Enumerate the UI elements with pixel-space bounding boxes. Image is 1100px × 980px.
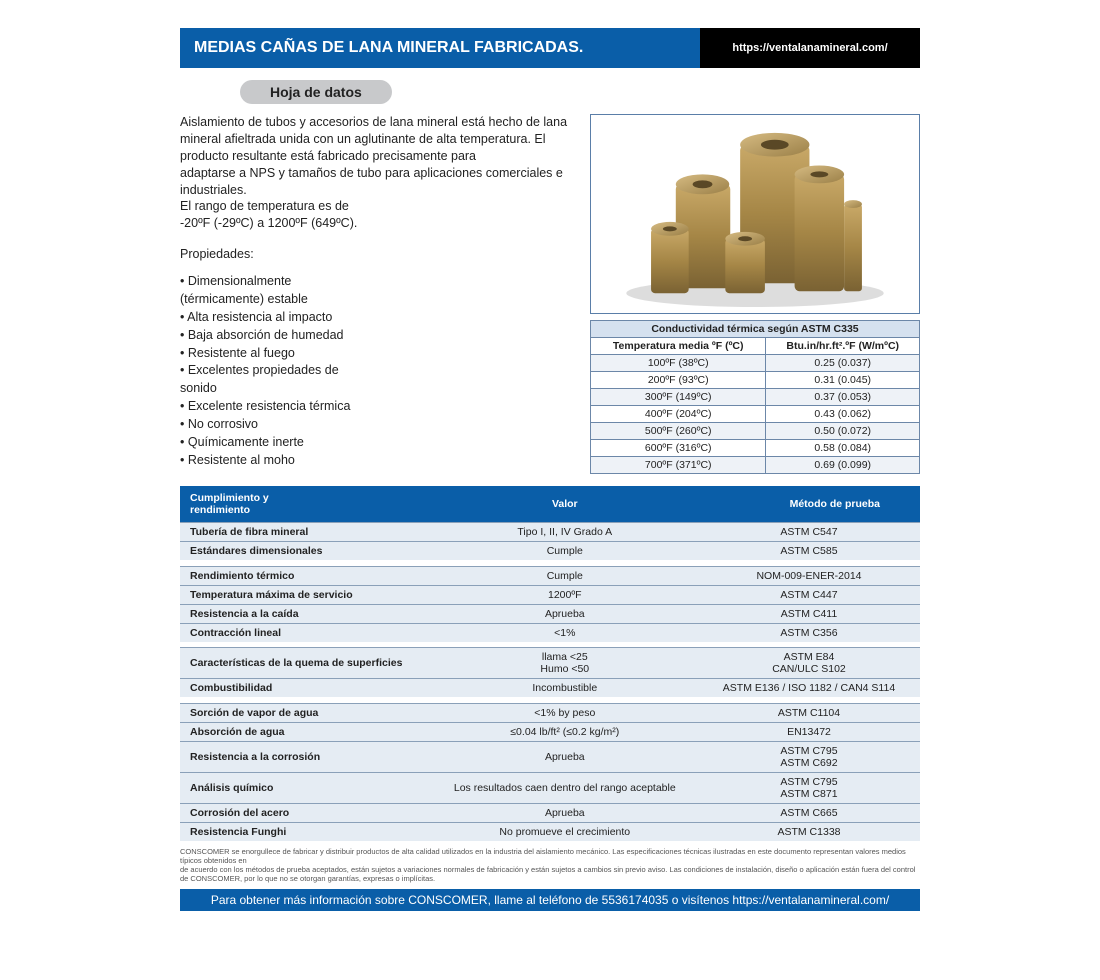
perf-value: <1% by peso [432,703,698,722]
perf-row: Sorción de vapor de agua <1% by peso AST… [180,703,920,722]
cond-title: Conductividad térmica según ASTM C335 [591,321,920,338]
property-item: • Dimensionalmente [180,273,572,290]
perf-row: Características de la quema de superfici… [180,648,920,679]
property-item: • Alta resistencia al impacto [180,309,572,326]
property-item: (térmicamente) estable [180,291,572,308]
property-item: • Baja absorción de humedad [180,327,572,344]
cond-row: 500ºF (260ºC)0.50 (0.072) [591,423,920,440]
perf-h2: Valor [432,486,698,523]
perf-method: NOM-009-ENER-2014 [698,566,920,585]
perf-method: ASTM C795ASTM C871 [698,772,920,803]
perf-method: ASTM C1338 [698,822,920,841]
property-item: sonido [180,380,572,397]
perf-method: ASTM E84CAN/ULC S102 [698,648,920,679]
property-item: • Excelentes propiedades de [180,362,572,379]
right-column: Conductividad térmica según ASTM C335 Te… [590,114,920,474]
cond-row: 400ºF (204ºC)0.43 (0.062) [591,406,920,423]
perf-label: Absorción de agua [180,722,432,741]
perf-label: Resistencia a la corrosión [180,741,432,772]
cond-row: 300ºF (149ºC)0.37 (0.053) [591,389,920,406]
upper-section: Aislamiento de tubos y accesorios de lan… [180,114,920,474]
property-item: • No corrosivo [180,416,572,433]
perf-h3: Método de prueba [698,486,920,523]
perf-method: ASTM C547 [698,523,920,542]
cond-row: 700ºF (371ºC)0.69 (0.099) [591,457,920,474]
footer-bar: Para obtener más información sobre CONSC… [180,889,920,911]
perf-method: ASTM C665 [698,803,920,822]
perf-value: Los resultados caen dentro del rango ace… [432,772,698,803]
perf-method: ASTM C795ASTM C692 [698,741,920,772]
perf-value: ≤0.04 lb/ft² (≤0.2 kg/m²) [432,722,698,741]
perf-row: Temperatura máxima de servicio 1200ºF AS… [180,585,920,604]
perf-h1: Cumplimiento yrendimiento [180,486,432,523]
header-bar: MEDIAS CAÑAS DE LANA MINERAL FABRICADAS.… [180,28,920,68]
properties-heading: Propiedades: [180,246,572,263]
perf-value: 1200ºF [432,585,698,604]
description-column: Aislamiento de tubos y accesorios de lan… [180,114,572,474]
perf-method: ASTM E136 / ISO 1182 / CAN4 S114 [698,679,920,698]
cond-row: 200ºF (93ºC)0.31 (0.045) [591,372,920,389]
perf-row: Corrosión del acero Aprueba ASTM C665 [180,803,920,822]
perf-row: Rendimiento térmico Cumple NOM-009-ENER-… [180,566,920,585]
perf-label: Combustibilidad [180,679,432,698]
perf-value: Incombustible [432,679,698,698]
perf-label: Contracción lineal [180,623,432,642]
property-item: • Químicamente inerte [180,434,572,451]
performance-table: Cumplimiento yrendimiento Valor Método d… [180,486,920,841]
perf-label: Sorción de vapor de agua [180,703,432,722]
perf-value: <1% [432,623,698,642]
perf-row: Resistencia a la corrosión Aprueba ASTM … [180,741,920,772]
perf-method: ASTM C585 [698,542,920,561]
cond-col2: Btu.in/hr.ft².ºF (W/mºC) [766,338,920,355]
perf-label: Análisis químico [180,772,432,803]
perf-row: Resistencia a la caída Aprueba ASTM C411 [180,604,920,623]
perf-row: Análisis químico Los resultados caen den… [180,772,920,803]
perf-method: ASTM C1104 [698,703,920,722]
header-url[interactable]: https://ventalanamineral.com/ [700,28,920,68]
perf-value: No promueve el crecimiento [432,822,698,841]
subheader-pill: Hoja de datos [240,80,392,104]
perf-label: Rendimiento térmico [180,566,432,585]
perf-label: Resistencia Funghi [180,822,432,841]
cond-col1: Temperatura media ºF (ºC) [591,338,766,355]
product-image [590,114,920,314]
perf-value: llama <25Humo <50 [432,648,698,679]
conductivity-table: Conductividad térmica según ASTM C335 Te… [590,320,920,474]
perf-row: Absorción de agua ≤0.04 lb/ft² (≤0.2 kg/… [180,722,920,741]
perf-method: EN13472 [698,722,920,741]
perf-label: Resistencia a la caída [180,604,432,623]
subheader-row: Hoja de datos [180,80,920,104]
property-item: • Excelente resistencia térmica [180,398,572,415]
perf-method: ASTM C356 [698,623,920,642]
perf-label: Tubería de fibra mineral [180,523,432,542]
perf-value: Aprueba [432,803,698,822]
perf-row: Resistencia Funghi No promueve el crecim… [180,822,920,841]
perf-label: Características de la quema de superfici… [180,648,432,679]
perf-method: ASTM C447 [698,585,920,604]
perf-value: Cumple [432,542,698,561]
property-item: • Resistente al fuego [180,345,572,362]
perf-row: Combustibilidad Incombustible ASTM E136 … [180,679,920,698]
perf-method: ASTM C411 [698,604,920,623]
perf-row: Estándares dimensionales Cumple ASTM C58… [180,542,920,561]
property-item: • Resistente al moho [180,452,572,469]
perf-value: Tipo I, II, IV Grado A [432,523,698,542]
page-title: MEDIAS CAÑAS DE LANA MINERAL FABRICADAS. [180,28,700,68]
perf-label: Temperatura máxima de servicio [180,585,432,604]
perf-value: Aprueba [432,741,698,772]
perf-value: Cumple [432,566,698,585]
cond-row: 100ºF (38ºC)0.25 (0.037) [591,355,920,372]
disclaimer-text: CONSCOMER se enorgullece de fabricar y d… [180,847,920,883]
perf-row: Tubería de fibra mineral Tipo I, II, IV … [180,523,920,542]
perf-label: Corrosión del acero [180,803,432,822]
description-text: Aislamiento de tubos y accesorios de lan… [180,114,572,232]
perf-value: Aprueba [432,604,698,623]
perf-label: Estándares dimensionales [180,542,432,561]
properties-list: • Dimensionalmente(térmicamente) estable… [180,273,572,469]
perf-row: Contracción lineal <1% ASTM C356 [180,623,920,642]
cond-row: 600ºF (316ºC)0.58 (0.084) [591,440,920,457]
